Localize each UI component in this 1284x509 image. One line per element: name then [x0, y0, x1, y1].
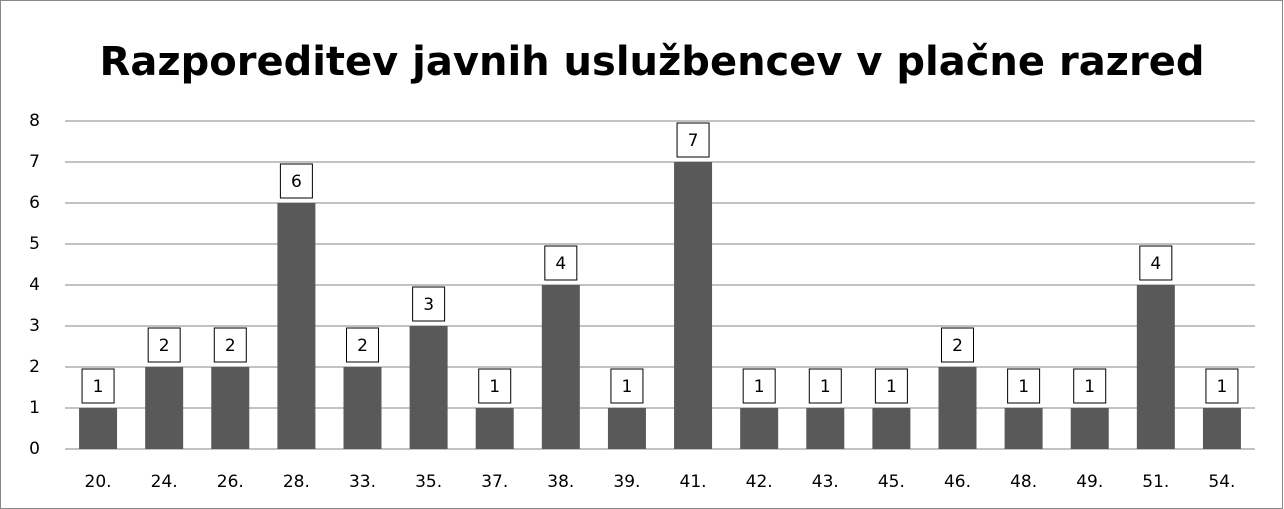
data-label-box [874, 368, 908, 404]
data-label-box [279, 163, 313, 199]
bar [872, 408, 911, 449]
x-tick-label: 35. [415, 472, 442, 492]
bar [343, 367, 382, 449]
data-label: 1 [820, 377, 831, 397]
data-label: 2 [357, 336, 368, 356]
data-label-box [610, 368, 644, 404]
data-label: 2 [225, 336, 236, 356]
bar [1004, 408, 1043, 449]
bar [740, 408, 779, 449]
bar [475, 408, 514, 449]
data-label-box [808, 368, 842, 404]
data-label: 7 [688, 131, 699, 151]
data-label-box [478, 368, 512, 404]
data-label-box [213, 327, 247, 363]
bar [79, 408, 118, 449]
x-tick-label: 48. [1010, 472, 1037, 492]
y-tick-label: 6 [29, 193, 40, 213]
x-tick-label: 45. [878, 472, 905, 492]
data-label: 4 [555, 254, 566, 274]
x-tick-label: 42. [746, 472, 773, 492]
x-tick-label: 37. [481, 472, 508, 492]
y-tick-label: 7 [29, 152, 40, 172]
bar [1136, 285, 1175, 449]
x-tick-label: 54. [1208, 472, 1235, 492]
data-label: 1 [489, 377, 500, 397]
y-tick-label: 1 [29, 398, 40, 418]
bar [938, 367, 977, 449]
bar [541, 285, 580, 449]
bar [211, 367, 250, 449]
x-tick-label: 39. [613, 472, 640, 492]
y-tick-label: 8 [29, 111, 40, 131]
x-tick-label: 49. [1076, 472, 1103, 492]
data-label: 1 [622, 377, 633, 397]
data-label: 1 [1018, 377, 1029, 397]
data-label-box [676, 122, 710, 158]
data-label: 1 [886, 377, 897, 397]
data-label: 1 [93, 377, 104, 397]
x-tick-label: 20. [85, 472, 112, 492]
x-tick-label: 33. [349, 472, 376, 492]
x-tick-label: 24. [151, 472, 178, 492]
x-tick-label: 28. [283, 472, 310, 492]
data-label-box [941, 327, 974, 363]
data-label-box [81, 368, 115, 404]
data-label-box [1007, 368, 1041, 404]
data-label: 6 [291, 172, 302, 192]
data-label-box [1139, 245, 1173, 281]
y-tick-label: 0 [29, 439, 40, 459]
y-tick-label: 4 [29, 275, 40, 295]
bar [674, 162, 713, 449]
y-tick-label: 3 [29, 316, 40, 336]
chart-title: Razporeditev javnih uslužbencev v plačne… [100, 39, 1205, 85]
data-label-box [147, 327, 181, 363]
data-label: 3 [423, 295, 434, 315]
x-tick-label: 51. [1142, 472, 1169, 492]
data-label-box [544, 245, 578, 281]
bar [277, 203, 316, 449]
data-label-box [1205, 368, 1239, 404]
data-label-box [412, 286, 446, 322]
y-tick-label: 5 [29, 234, 40, 254]
x-tick-label: 26. [217, 472, 244, 492]
bar [1202, 408, 1241, 449]
data-label: 1 [1084, 377, 1095, 397]
data-label: 1 [1217, 377, 1228, 397]
bar [1070, 408, 1109, 449]
data-label: 2 [159, 336, 170, 356]
bar [145, 367, 184, 449]
data-label-box [1073, 368, 1107, 404]
data-label: 1 [754, 377, 765, 397]
data-label-box [742, 368, 776, 404]
x-tick-label: 38. [547, 472, 574, 492]
x-tick-label: 46. [944, 472, 971, 492]
data-label: 2 [952, 336, 963, 356]
data-label-box [346, 327, 379, 363]
x-tick-label: 41. [680, 472, 707, 492]
data-label: 4 [1150, 254, 1161, 274]
bar [607, 408, 646, 449]
x-tick-label: 43. [812, 472, 839, 492]
y-tick-label: 2 [29, 357, 40, 377]
bar [409, 326, 448, 449]
bar [806, 408, 845, 449]
